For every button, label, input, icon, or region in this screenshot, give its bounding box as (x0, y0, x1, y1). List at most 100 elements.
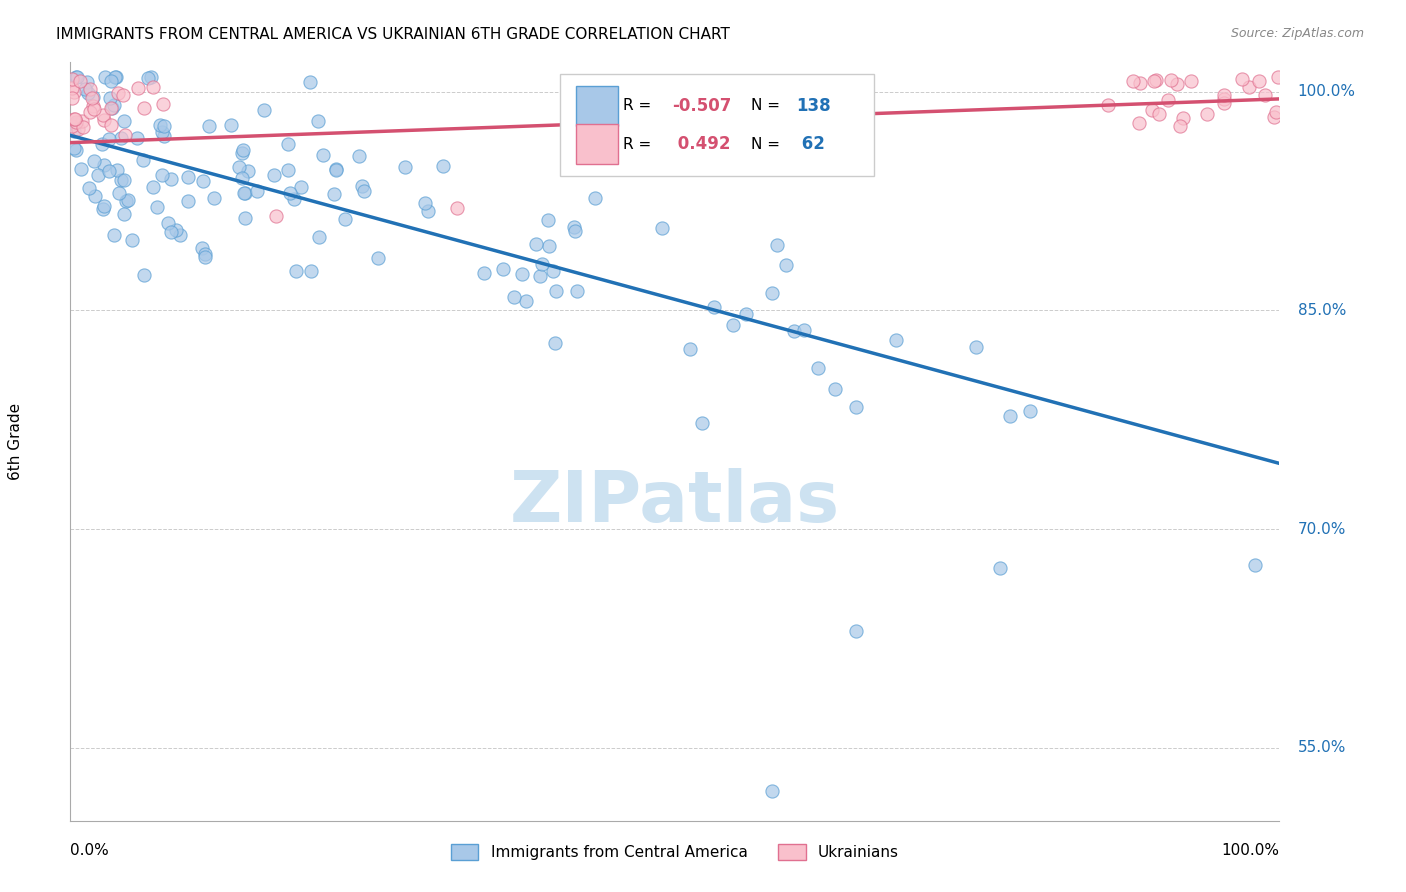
Point (98, 90, 121, 104)
Point (98, 164, 121, 178)
Point (1168, 119, 1191, 133)
Point (775, 258, 797, 272)
Point (1097, 97, 1119, 112)
Point (94, 70, 117, 84)
Point (353, 184, 375, 198)
Text: ZIPatlas: ZIPatlas (510, 467, 839, 537)
Point (104, 70, 127, 84)
Point (1237, 80, 1260, 95)
Point (76, 75, 98, 89)
Point (142, 79, 165, 94)
Point (793, 323, 815, 337)
Point (107, 86, 129, 100)
Point (1212, 92, 1234, 106)
Point (198, 119, 221, 133)
Point (1160, 73, 1182, 87)
Point (565, 284, 588, 298)
Point (79, 181, 101, 195)
Point (142, 179, 165, 194)
Point (103, 228, 125, 243)
Point (136, 70, 159, 85)
Point (69, 74, 91, 88)
Point (413, 196, 436, 211)
Point (543, 263, 565, 277)
Point (1171, 112, 1194, 126)
Point (1264, 104, 1286, 119)
Point (108, 186, 131, 201)
Point (367, 252, 389, 266)
Text: R =: R = (623, 136, 657, 152)
Point (63, 141, 86, 155)
Point (965, 340, 987, 354)
Point (530, 257, 553, 271)
Point (112, 173, 135, 187)
Point (60, 81, 83, 95)
Text: N =: N = (751, 136, 785, 152)
Point (176, 194, 198, 209)
Point (60, 119, 83, 133)
Point (83, 102, 105, 116)
Point (690, 416, 713, 430)
Text: 100.0%: 100.0% (1298, 84, 1355, 99)
Point (228, 161, 250, 175)
Point (1254, 88, 1277, 103)
Point (1212, 87, 1234, 102)
Point (93, 158, 115, 172)
Text: 70.0%: 70.0% (1298, 522, 1346, 536)
Point (515, 294, 537, 309)
Point (807, 361, 830, 376)
Point (562, 219, 585, 234)
Text: 85.0%: 85.0% (1298, 302, 1346, 318)
Point (1166, 77, 1188, 91)
Point (66, 122, 89, 136)
Point (100, 102, 122, 116)
Point (134, 101, 156, 115)
Point (1267, 70, 1289, 85)
Point (564, 224, 586, 238)
Point (152, 125, 174, 139)
Point (886, 333, 908, 347)
Point (1142, 103, 1164, 118)
Point (117, 193, 139, 207)
Point (263, 168, 285, 182)
Point (112, 114, 135, 128)
Point (193, 174, 215, 188)
Point (472, 266, 495, 280)
Text: 55.0%: 55.0% (1298, 740, 1346, 756)
Text: -0.507: -0.507 (672, 96, 733, 115)
Point (65, 118, 87, 132)
Point (233, 186, 256, 200)
Point (1197, 106, 1219, 120)
Point (544, 284, 567, 298)
Point (538, 239, 561, 253)
Point (110, 173, 132, 187)
Point (1144, 72, 1167, 87)
Point (284, 264, 307, 278)
Point (1249, 74, 1271, 88)
Point (1128, 115, 1150, 129)
Point (80, 91, 103, 105)
Point (312, 148, 335, 162)
Point (112, 207, 135, 221)
Point (1180, 74, 1202, 88)
Point (308, 230, 330, 244)
Point (157, 217, 180, 231)
Point (166, 223, 188, 237)
Point (290, 179, 312, 194)
Point (121, 233, 143, 247)
Point (394, 160, 416, 174)
Point (432, 159, 454, 173)
Point (1213, 96, 1236, 111)
Point (91, 107, 114, 121)
Point (125, 131, 148, 145)
Point (100, 118, 122, 132)
Point (734, 307, 756, 321)
Point (524, 236, 547, 251)
Point (93, 199, 115, 213)
Point (233, 186, 256, 201)
Point (323, 186, 346, 201)
Text: R =: R = (623, 98, 657, 113)
Point (1263, 110, 1285, 124)
Point (446, 201, 468, 215)
Point (62, 86, 84, 100)
